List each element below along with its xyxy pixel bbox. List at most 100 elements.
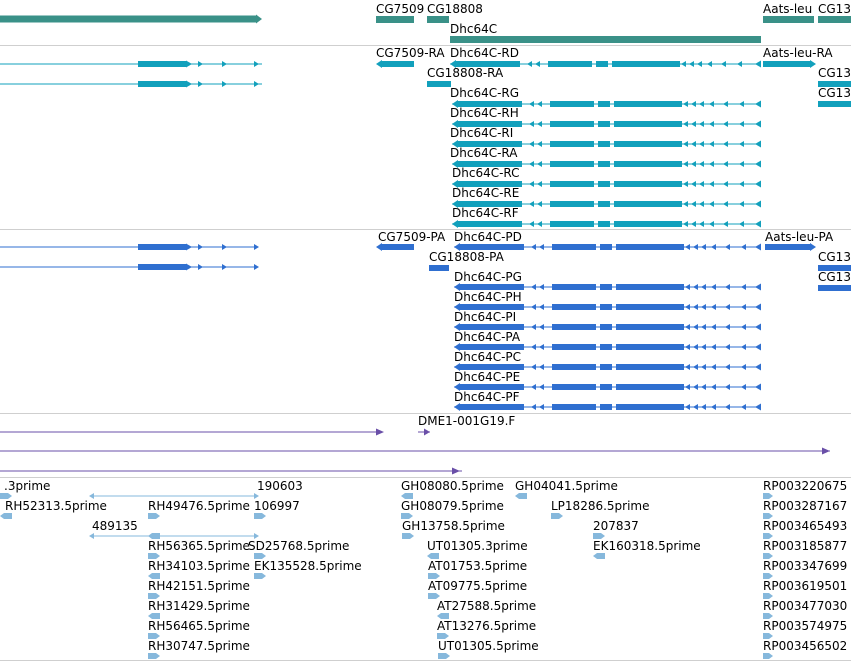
- protein-left-a-tick-0[interactable]: [198, 244, 203, 250]
- protein-label-dhc64c-pg[interactable]: Dhc64C-PG: [454, 270, 522, 284]
- est-glyph-15[interactable]: [402, 533, 410, 539]
- est-glyph-23-head[interactable]: [559, 513, 563, 519]
- transcript-dhc64c-2-mtick-3[interactable]: [709, 141, 714, 147]
- transcript-label-cg18808-ra[interactable]: CG18808-RA: [427, 66, 504, 80]
- protein-dhc64c-2-mtick-5[interactable]: [741, 324, 746, 330]
- protein-left-b-tick-1[interactable]: [222, 264, 227, 270]
- est-glyph-18[interactable]: [428, 593, 436, 599]
- protein-dhc64c-2-mtick-2[interactable]: [701, 324, 706, 330]
- protein-dhc64c-2-mtick-1[interactable]: [693, 324, 698, 330]
- transcript-dhc64c-rd-tick-1[interactable]: [535, 61, 540, 67]
- protein-left-a-tick-1[interactable]: [222, 244, 227, 250]
- transcript-dhc64c-2-exon-c[interactable]: [598, 141, 610, 147]
- protein-dhc64c-0-mtick-4[interactable]: [725, 284, 730, 290]
- protein-dhc64c-1-tick-1[interactable]: [539, 304, 544, 310]
- est-glyph-rp-3[interactable]: [763, 553, 769, 559]
- transcript-dhc64c-4-mtick-4[interactable]: [723, 181, 728, 187]
- transcript-dhc64c-5-mtick-5[interactable]: [739, 201, 744, 207]
- transcript-dhc64c-5-end[interactable]: [755, 200, 761, 208]
- est-label-106997[interactable]: 106997: [254, 499, 300, 513]
- protein-dhc64c-1-exon-a-head[interactable]: [454, 303, 460, 311]
- protein-dhc64c-1-end[interactable]: [755, 303, 761, 311]
- transcript-cg7509-ra-head[interactable]: [376, 60, 382, 68]
- transcript-dhc64c-4-mtick-0[interactable]: [683, 181, 688, 187]
- protein-dhc64c-4-mtick-5[interactable]: [741, 364, 746, 370]
- est-label-at09775[interactable]: AT09775.5prime: [428, 579, 527, 593]
- transcript-dhc64c-2-mtick-0[interactable]: [683, 141, 688, 147]
- protein-dhc64c-5-mtick-2[interactable]: [701, 384, 706, 390]
- protein-dhc64c-6-mtick-2[interactable]: [701, 404, 706, 410]
- protein-dhc64c-1-exon-a[interactable]: [460, 304, 524, 310]
- protein-dhc64c-5-tick-1[interactable]: [539, 384, 544, 390]
- transcript-dhc64c-0-mtick-4[interactable]: [723, 101, 728, 107]
- transcript-dhc64c-2-mtick-5[interactable]: [739, 141, 744, 147]
- est-label-rh31429[interactable]: RH31429.5prime: [148, 599, 250, 613]
- transcript-dhc64c-3-exon-a-head[interactable]: [452, 160, 458, 168]
- transcript-dhc64c-1-exon-a-head[interactable]: [452, 120, 458, 128]
- transcript-left-b-tick-0[interactable]: [198, 81, 203, 87]
- est-glyph-21[interactable]: [438, 653, 446, 659]
- transcript-left-a-exon-a-head[interactable]: [186, 60, 192, 68]
- protein-cg7509-pa-head[interactable]: [376, 243, 382, 251]
- transcript-dhc64c-rd-mtick-5[interactable]: [737, 61, 742, 67]
- est-glyph-20[interactable]: [437, 633, 445, 639]
- gene-glyph-cg7509[interactable]: [376, 16, 414, 23]
- protein-dhc64c-0-mtick-2[interactable]: [701, 284, 706, 290]
- est-glyph-11-head[interactable]: [156, 633, 160, 639]
- transcript-dhc64c-rd-mtick-1[interactable]: [689, 61, 694, 67]
- clone-head-b[interactable]: [424, 428, 430, 436]
- est-glyph-5-head[interactable]: [156, 553, 160, 559]
- transcript-dhc64c-0-mtick-5[interactable]: [739, 101, 744, 107]
- protein-dhc64c-pd-mtick-3[interactable]: [711, 244, 716, 250]
- protein-dhc64c-3-exon-c[interactable]: [600, 344, 612, 350]
- transcript-dhc64c-2-exon-a[interactable]: [458, 141, 522, 147]
- transcript-dhc64c-4-exon-a[interactable]: [458, 181, 522, 187]
- transcript-dhc64c-1-exon-a[interactable]: [458, 121, 522, 127]
- est-glyph-10-head[interactable]: [148, 613, 152, 619]
- protein-dhc64c-0-mtick-1[interactable]: [693, 284, 698, 290]
- transcript-label-dhc64c-re[interactable]: Dhc64C-RE: [452, 186, 519, 200]
- transcript-label-dhc64c-ri[interactable]: Dhc64C-RI: [450, 126, 513, 140]
- protein-dhc64c-3-mtick-2[interactable]: [701, 344, 706, 350]
- protein-dhc64c-3-tick-1[interactable]: [539, 344, 544, 350]
- protein-dhc64c-6-exon-a-head[interactable]: [454, 403, 460, 411]
- transcript-dhc64c-6-mtick-5[interactable]: [739, 221, 744, 227]
- protein-dhc64c-5-exon-d[interactable]: [616, 384, 684, 390]
- protein-dhc64c-pd-exon-c[interactable]: [600, 244, 612, 250]
- protein-dhc64c-0-tick-0[interactable]: [531, 284, 536, 290]
- transcript-dhc64c-1-mtick-5[interactable]: [739, 121, 744, 127]
- transcript-dhc64c-2-mtick-4[interactable]: [723, 141, 728, 147]
- protein-dhc64c-0-exon-b[interactable]: [552, 284, 596, 290]
- est-label-ut01305-5[interactable]: UT01305.5prime: [438, 639, 539, 653]
- transcript-dhc64c-1-exon-c[interactable]: [598, 121, 610, 127]
- transcript-label-cg13-a[interactable]: CG13: [818, 66, 851, 80]
- est-label-rp003347699[interactable]: RP003347699: [763, 559, 847, 573]
- est-glyph-7-head[interactable]: [148, 573, 152, 579]
- transcript-dhc64c-3-exon-a[interactable]: [458, 161, 522, 167]
- protein-dhc64c-4-exon-d[interactable]: [616, 364, 684, 370]
- est-glyph-8[interactable]: [254, 573, 262, 579]
- protein-dhc64c-pd-tick-1[interactable]: [539, 244, 544, 250]
- transcript-dhc64c-1-mtick-2[interactable]: [699, 121, 704, 127]
- protein-dhc64c-0-exon-c[interactable]: [600, 284, 612, 290]
- protein-cg7509-pa[interactable]: [382, 244, 414, 250]
- protein-dhc64c-1-mtick-0[interactable]: [685, 304, 690, 310]
- protein-dhc64c-1-mtick-2[interactable]: [701, 304, 706, 310]
- est-glyph-rp-1[interactable]: [763, 513, 769, 519]
- est-glyph-9[interactable]: [148, 593, 156, 599]
- transcript-left-b-tick-1[interactable]: [222, 81, 227, 87]
- transcript-dhc64c-1-mtick-3[interactable]: [709, 121, 714, 127]
- protein-dhc64c-6-exon-a[interactable]: [460, 404, 524, 410]
- protein-dhc64c-1-tick-0[interactable]: [531, 304, 536, 310]
- protein-dhc64c-3-exon-a-head[interactable]: [454, 343, 460, 351]
- transcript-left-b-exon-a-head[interactable]: [186, 80, 192, 88]
- protein-dhc64c-6-exon-d[interactable]: [616, 404, 684, 410]
- protein-dhc64c-0-exon-a[interactable]: [460, 284, 524, 290]
- transcript-dhc64c-4-mtick-2[interactable]: [699, 181, 704, 187]
- protein-label-dhc64c-pf[interactable]: Dhc64C-PF: [454, 390, 520, 404]
- protein-dhc64c-5-exon-a[interactable]: [460, 384, 524, 390]
- transcript-cg13-a[interactable]: [818, 81, 851, 87]
- protein-dhc64c-pd-mtick-5[interactable]: [741, 244, 746, 250]
- transcript-left-a-tick-1[interactable]: [222, 61, 227, 67]
- gene-glyph-aats-leu[interactable]: [763, 16, 814, 23]
